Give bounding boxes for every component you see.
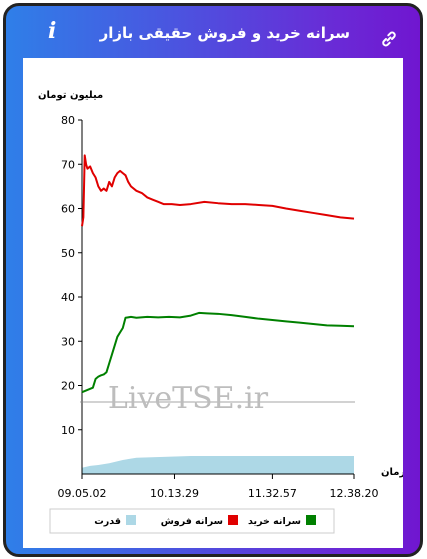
chart-title: سرانه خرید و فروش حقیقی بازار <box>99 24 350 42</box>
legend-swatch-sell[interactable] <box>228 515 238 525</box>
y-axis-label: میلیون تومان <box>38 90 103 101</box>
x-tick-label: 10.13.29 <box>150 487 199 500</box>
y-tick-label: 30 <box>61 335 75 348</box>
x-tick-label: 12.38.20 <box>330 487 379 500</box>
link-icon[interactable] <box>380 30 398 48</box>
legend-swatch-buy[interactable] <box>306 515 316 525</box>
legend-label-power[interactable]: قدرت <box>94 516 121 527</box>
x-tick-label: 11.32.57 <box>248 487 297 500</box>
chart-card: i سرانه خرید و فروش حقیقی بازار 80 70 60 50… <box>3 3 423 557</box>
legend-label-buy[interactable]: سرانه خرید <box>248 516 301 527</box>
series-buy-line <box>81 311 355 394</box>
chart-panel: 80 70 60 50 40 30 20 10 09.05.02 10.13.29 11.32.57… <box>23 58 405 548</box>
chart-svg: 80 70 60 50 40 30 20 10 09.05.02 10.13.29 11.32.57… <box>38 90 405 534</box>
info-icon[interactable]: i <box>48 18 57 44</box>
series-sell-line <box>81 154 355 227</box>
legend-label-sell[interactable]: سرانه فروش <box>161 516 223 527</box>
y-tick-label: 50 <box>61 247 75 260</box>
legend: سرانه خرید سرانه فروش قدرت <box>49 508 335 534</box>
legend-swatch-power[interactable] <box>126 515 136 525</box>
y-tick-label: 40 <box>61 291 75 304</box>
y-tick-label: 70 <box>61 158 75 171</box>
card-header: i سرانه خرید و فروش حقیقی بازار <box>6 6 420 60</box>
series-power-area <box>82 456 354 474</box>
y-tick-label: 10 <box>61 424 75 437</box>
watermark: LiveTSE.ir <box>108 381 269 416</box>
y-tick-label: 80 <box>61 114 75 127</box>
y-tick-label: 60 <box>61 203 75 216</box>
x-tick-label: 09.05.02 <box>58 487 107 500</box>
x-axis-label: زمان <box>381 467 403 478</box>
legend-box <box>49 508 335 534</box>
y-tick-label: 20 <box>61 380 75 393</box>
